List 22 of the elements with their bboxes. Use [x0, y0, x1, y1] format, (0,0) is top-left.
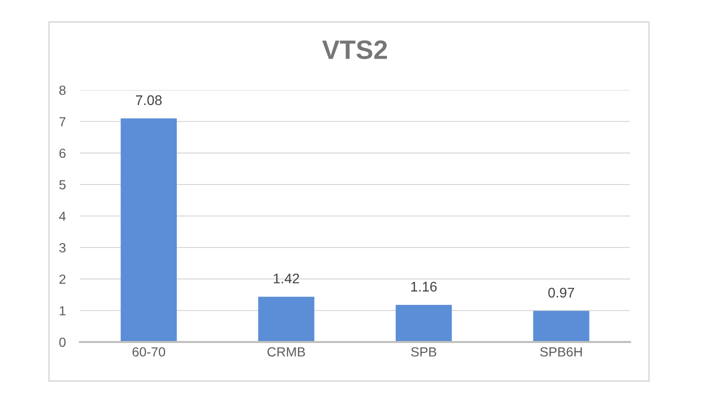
y-tick-label: 8 [59, 86, 66, 95]
bar [396, 304, 452, 342]
bar [120, 118, 177, 342]
data-label: 1.42 [274, 274, 300, 284]
y-tick-label: 1 [60, 306, 66, 316]
y-tick-label: 0 [59, 338, 66, 347]
x-tick-label: SPB [411, 347, 436, 357]
x-tick-label: 60-70 [132, 347, 166, 357]
chart-title: VTS2 [322, 40, 387, 60]
y-tick-label: 6 [59, 148, 66, 158]
data-label: 1.16 [411, 282, 437, 292]
bar [258, 296, 314, 342]
y-tick-label: 5 [59, 180, 66, 190]
y-tick-label: 4 [59, 212, 66, 221]
x-tick-label: CRMB [267, 347, 305, 357]
y-tick-label: 3 [59, 243, 66, 252]
data-label: 0.97 [548, 288, 574, 298]
y-tick-label: 7 [59, 117, 66, 126]
y-tick-label: 2 [59, 274, 66, 284]
x-tick-label: SPB6H [540, 347, 582, 357]
bar [533, 310, 590, 342]
data-label: 7.08 [136, 95, 162, 106]
